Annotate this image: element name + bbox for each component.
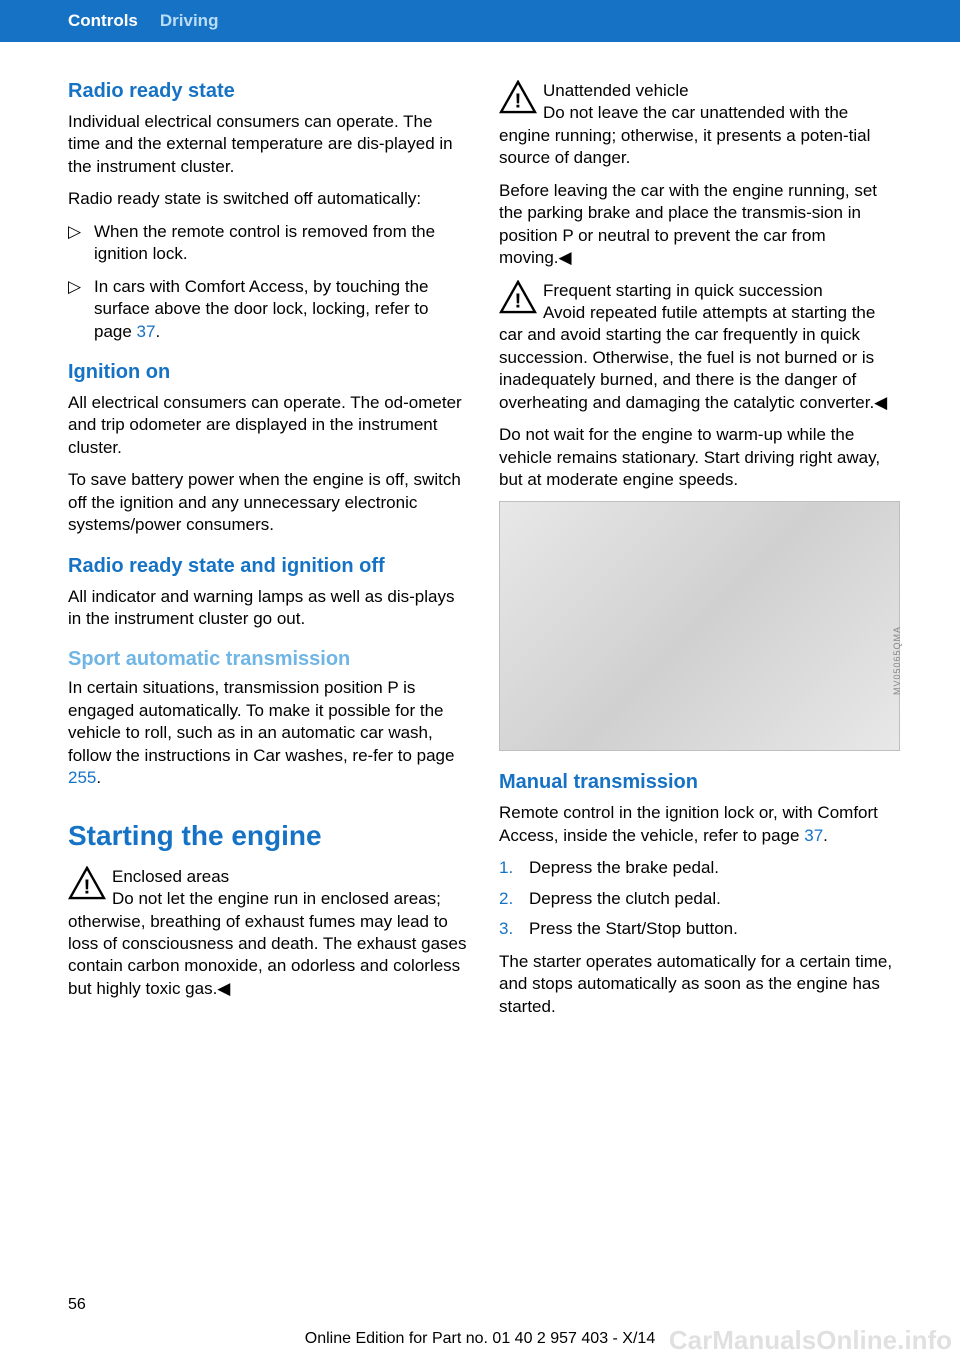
warning-text: Unattended vehicle Do not leave the car … — [499, 80, 900, 170]
warning-enclosed-areas: ! Enclosed areas Do not let the engine r… — [68, 866, 469, 1001]
heading-radio-ignition-off: Radio ready state and ignition off — [68, 555, 469, 578]
subheading-sport-automatic: Sport automatic transmission — [68, 648, 469, 671]
section-radio-ignition-off: Radio ready state and ignition off All i… — [68, 555, 469, 631]
paragraph: Do not wait for the engine to warm-up wh… — [499, 424, 900, 491]
list-text: When the remote control is removed from … — [94, 221, 469, 266]
paragraph: Before leaving the car with the engine r… — [499, 180, 900, 270]
page-header: Controls Driving — [0, 0, 960, 42]
heading-starting-engine: Starting the engine — [68, 820, 469, 852]
num-marker: 2. — [499, 888, 529, 910]
heading-manual-transmission: Manual transmission — [499, 771, 900, 794]
heading-ignition-on: Ignition on — [68, 361, 469, 384]
warning-icon: ! — [68, 866, 106, 900]
paragraph: All electrical consumers can operate. Th… — [68, 392, 469, 459]
paragraph: To save battery power when the engine is… — [68, 469, 469, 536]
warning-unattended-vehicle: ! Unattended vehicle Do not leave the ca… — [499, 80, 900, 170]
paragraph: Remote control in the ignition lock or, … — [499, 802, 900, 847]
page-link[interactable]: 255 — [68, 768, 96, 787]
paragraph: All indicator and warning lamps as well … — [68, 586, 469, 631]
list-item: ▷ In cars with Comfort Access, by touchi… — [68, 276, 469, 343]
page-content: Radio ready state Individual electrical … — [0, 42, 960, 1036]
page-number: 56 — [68, 1296, 86, 1314]
header-tab-controls: Controls — [68, 11, 138, 31]
header-tab-driving: Driving — [160, 11, 219, 31]
section-sport-automatic: Sport automatic transmission In certain … — [68, 648, 469, 789]
warning-text: Enclosed areas Do not let the engine run… — [68, 866, 469, 1001]
numbered-list: 1.Depress the brake pedal. 2.Depress the… — [499, 857, 900, 940]
page-link[interactable]: 37 — [804, 826, 823, 845]
list-item: 3.Press the Start/Stop button. — [499, 918, 900, 940]
num-marker: 3. — [499, 918, 529, 940]
paragraph: Radio ready state is switched off automa… — [68, 188, 469, 210]
warning-text: Frequent starting in quick succession Av… — [499, 280, 900, 415]
svg-text:!: ! — [515, 89, 522, 112]
list-item: 2.Depress the clutch pedal. — [499, 888, 900, 910]
list-item: ▷ When the remote control is removed fro… — [68, 221, 469, 266]
num-marker: 1. — [499, 857, 529, 879]
page-link[interactable]: 37 — [137, 322, 156, 341]
illustration-start-stop-button: MV05065QMA — [499, 501, 900, 751]
watermark: CarManualsOnline.info — [669, 1325, 952, 1356]
svg-text:!: ! — [84, 875, 91, 898]
paragraph: In certain situations, transmission posi… — [68, 677, 469, 789]
warning-icon: ! — [499, 80, 537, 114]
paragraph: The starter operates automatically for a… — [499, 951, 900, 1018]
paragraph: Individual electrical consumers can oper… — [68, 111, 469, 178]
bullet-icon: ▷ — [68, 221, 94, 266]
image-code-label: MV05065QMA — [892, 626, 902, 695]
list-text: In cars with Comfort Access, by touching… — [94, 276, 469, 343]
list-item: 1.Depress the brake pedal. — [499, 857, 900, 879]
warning-icon: ! — [499, 280, 537, 314]
section-ignition-on: Ignition on All electrical consumers can… — [68, 361, 469, 537]
right-column: ! Unattended vehicle Do not leave the ca… — [499, 80, 900, 1036]
left-column: Radio ready state Individual electrical … — [68, 80, 469, 1036]
warning-frequent-starting: ! Frequent starting in quick succession … — [499, 280, 900, 415]
svg-text:!: ! — [515, 289, 522, 312]
section-radio-ready-state: Radio ready state Individual electrical … — [68, 80, 469, 343]
heading-radio-ready-state: Radio ready state — [68, 80, 469, 103]
bullet-icon: ▷ — [68, 276, 94, 343]
section-manual-transmission: Manual transmission Remote control in th… — [499, 771, 900, 1018]
bullet-list: ▷ When the remote control is removed fro… — [68, 221, 469, 343]
